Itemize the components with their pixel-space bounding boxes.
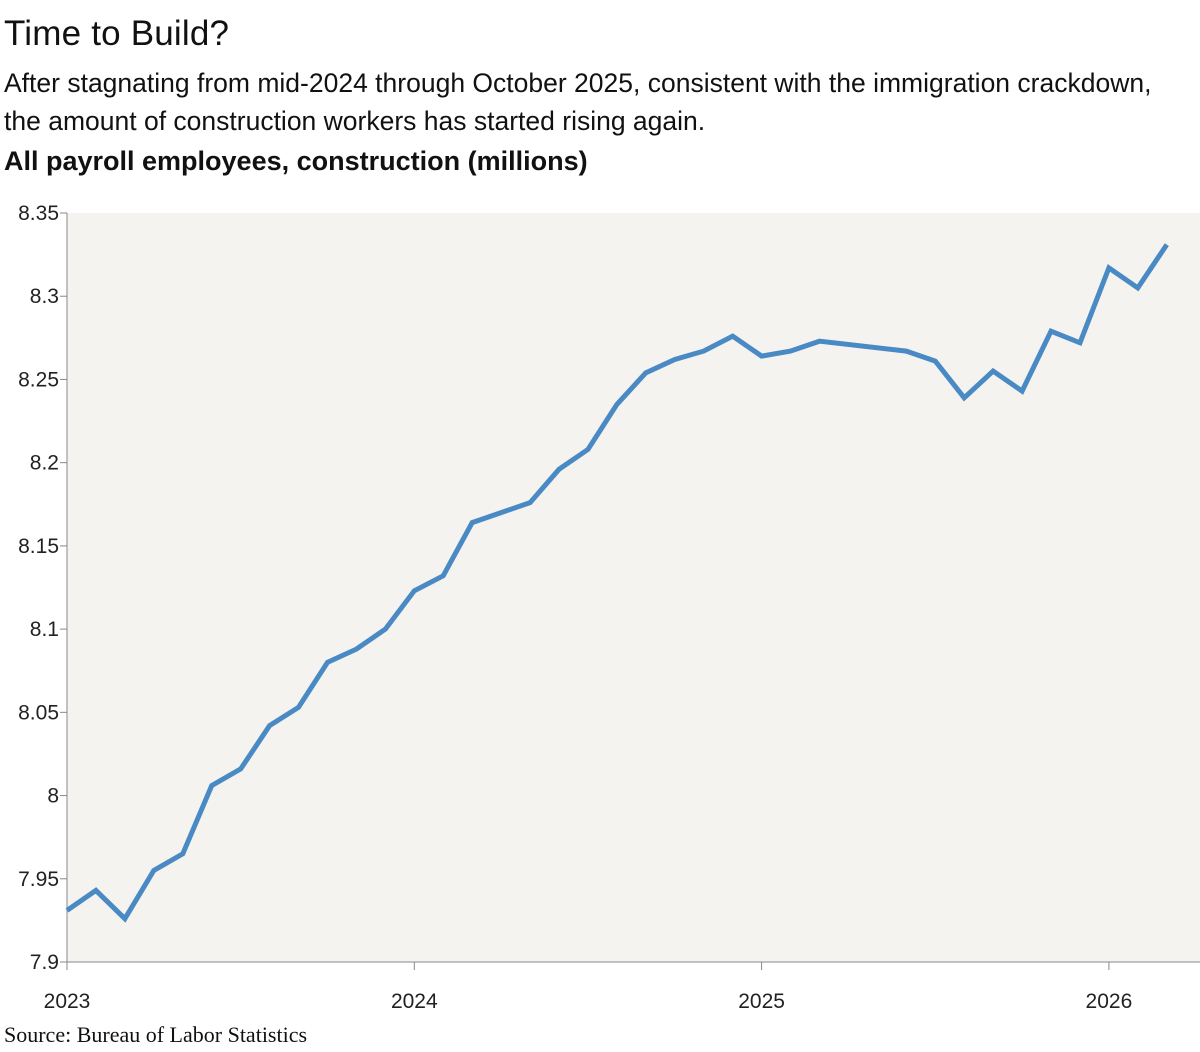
x-tick-label: 2025 <box>738 990 785 1013</box>
y-tick-label: 8.1 <box>30 618 59 641</box>
y-tick-label: 8.05 <box>18 701 59 724</box>
plot-area <box>67 213 1200 962</box>
y-tick-label: 7.95 <box>18 868 59 891</box>
chart-subtitle: After stagnating from mid-2024 through O… <box>4 68 1152 136</box>
x-tick-label: 2024 <box>391 990 438 1013</box>
y-tick-label: 7.9 <box>30 951 59 974</box>
y-tick-label: 8.15 <box>18 535 59 558</box>
source-note: Source: Bureau of Labor Statistics <box>4 1022 308 1047</box>
y-tick-label: 8.2 <box>30 452 59 475</box>
y-axis-label: All payroll employees, construction (mil… <box>4 146 588 176</box>
y-tick-label: 8.35 <box>18 202 59 225</box>
y-tick-label: 8.3 <box>30 285 59 308</box>
y-tick-label: 8 <box>47 785 59 808</box>
x-tick-label: 2026 <box>1086 990 1133 1013</box>
y-tick-label: 8.25 <box>18 368 59 391</box>
x-tick-label: 2023 <box>44 990 91 1013</box>
chart-title: Time to Build? <box>4 14 230 53</box>
